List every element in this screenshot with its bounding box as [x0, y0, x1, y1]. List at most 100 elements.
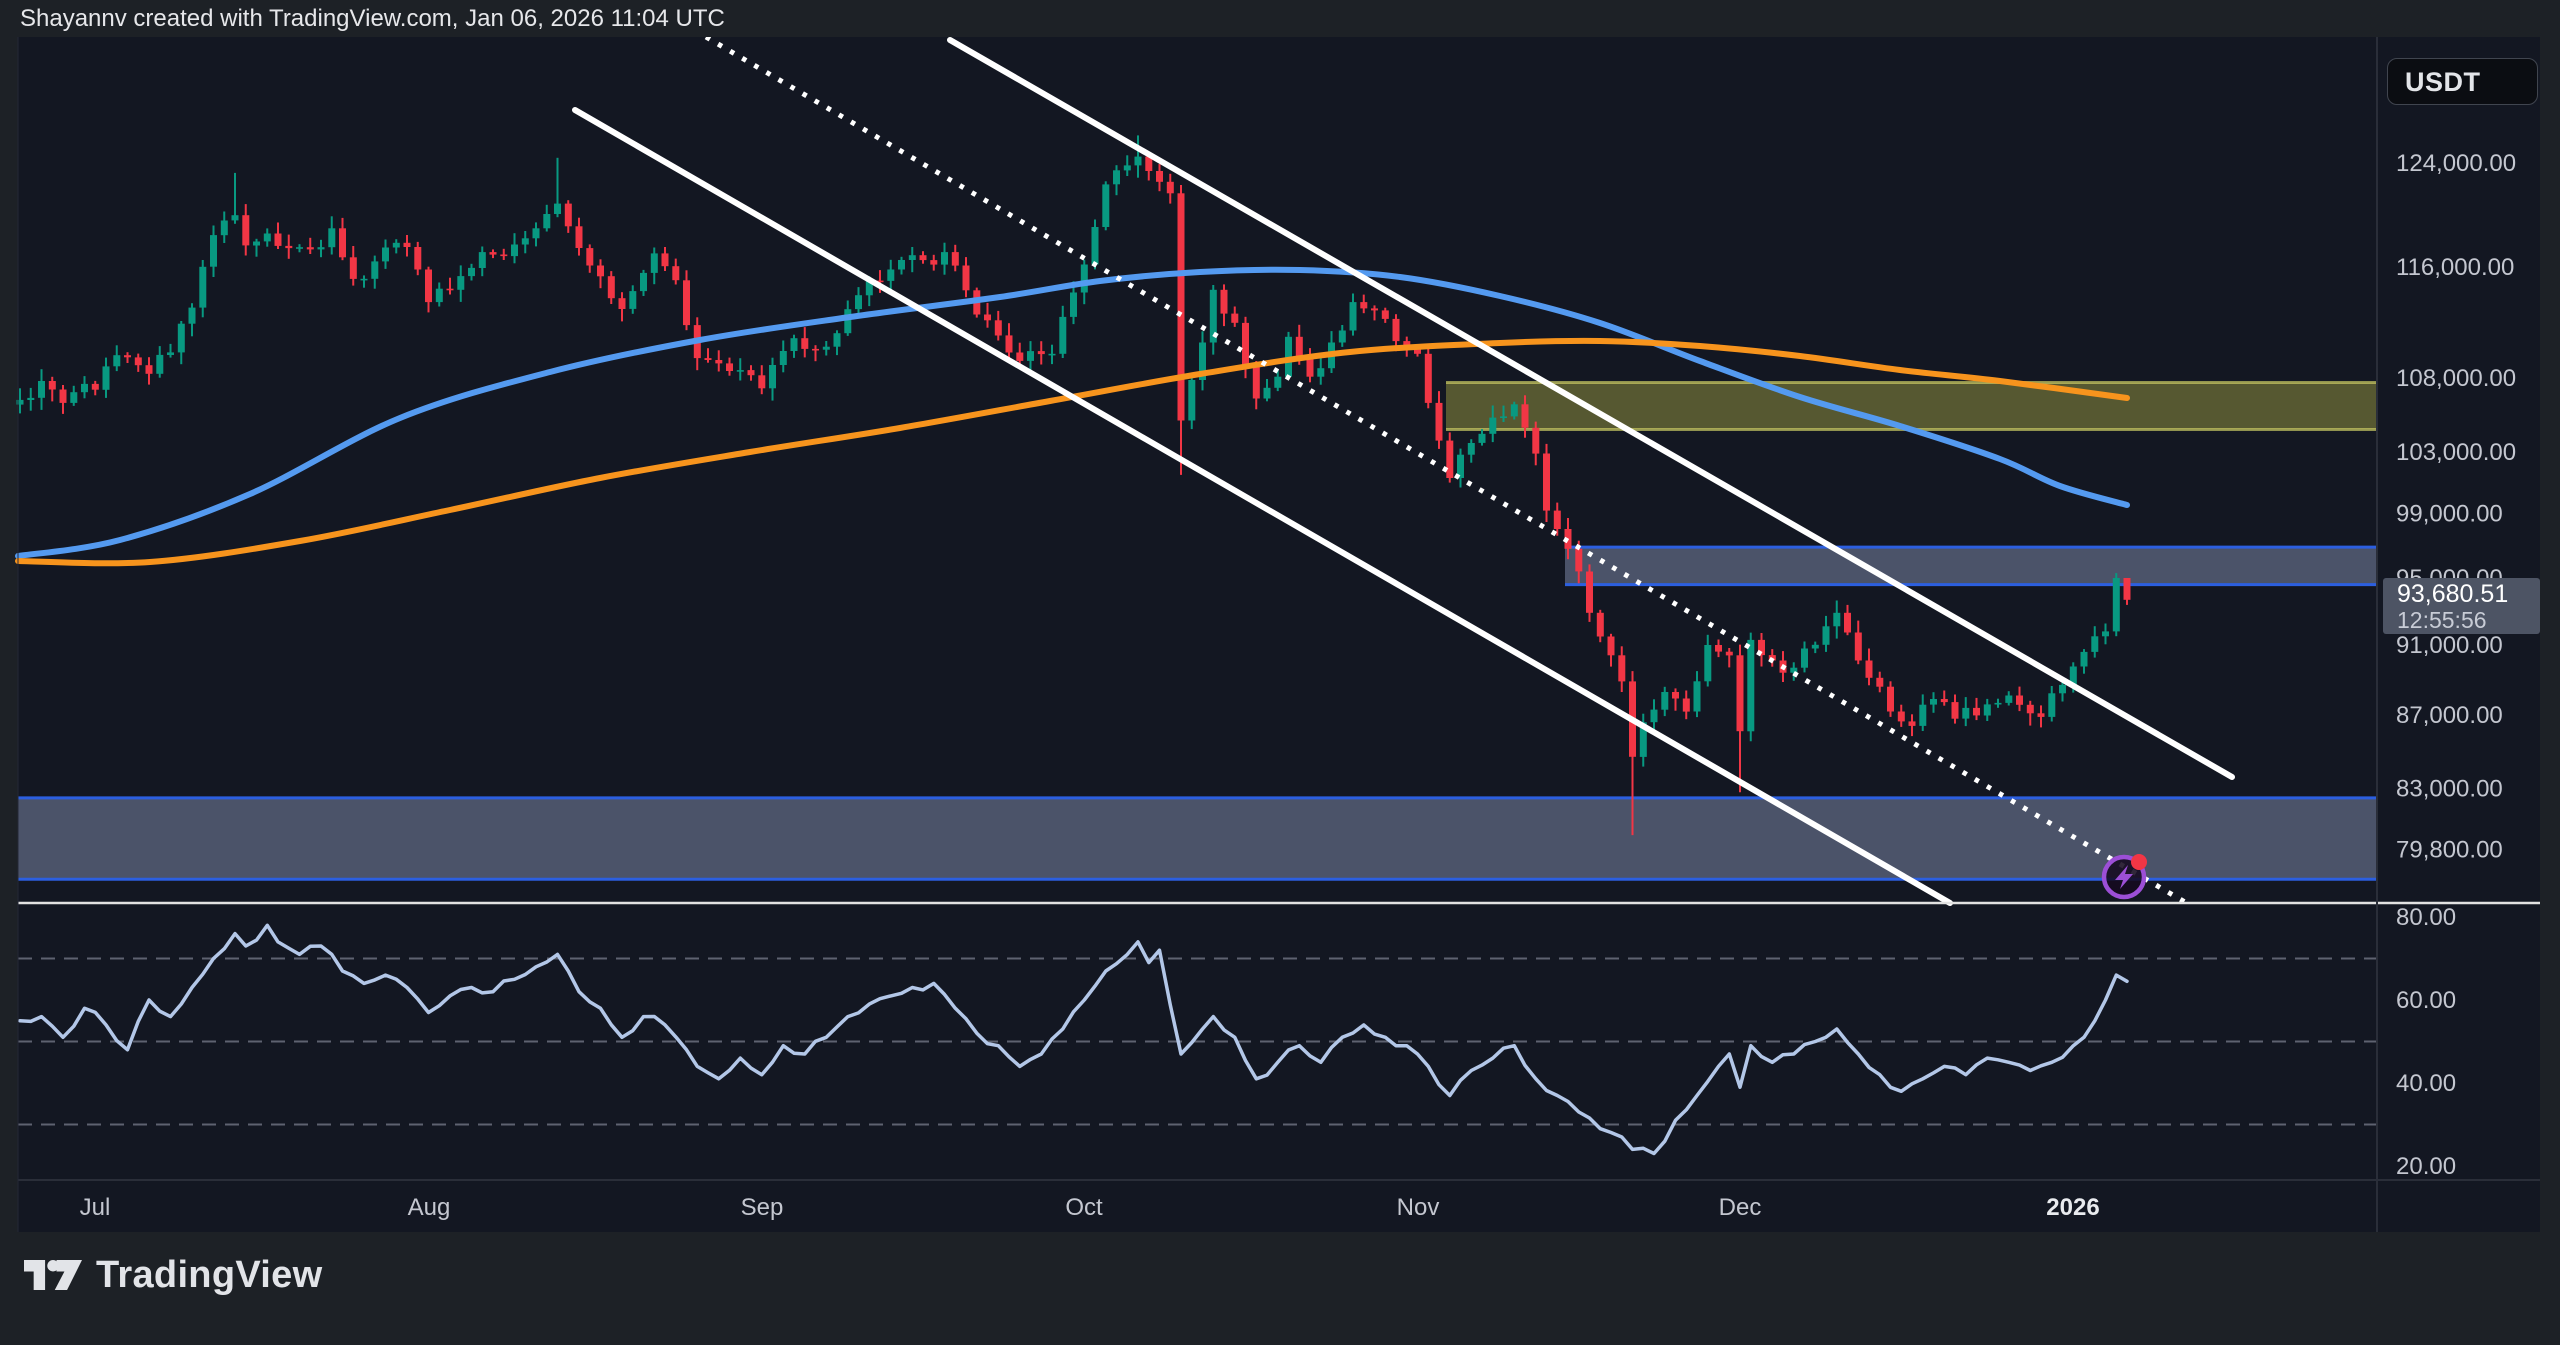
- candle-body: [489, 252, 497, 255]
- candle-body: [532, 228, 540, 239]
- candle-body: [1908, 721, 1916, 726]
- candle-body: [554, 203, 561, 214]
- candle-body: [801, 338, 809, 349]
- price-axis-label: 87,000.00: [2396, 702, 2503, 729]
- candle-body: [38, 381, 45, 398]
- time-axis-label: Aug: [408, 1194, 451, 1221]
- tradingview-watermark: TradingView: [24, 1253, 322, 1297]
- candle-body: [1091, 227, 1099, 265]
- candle-body: [2102, 631, 2109, 637]
- candle-body: [511, 244, 518, 257]
- lightning-bolt-glyph: [2115, 865, 2133, 889]
- candle-body: [1113, 170, 1120, 185]
- candle-body: [1865, 660, 1873, 678]
- candle-body: [1059, 316, 1067, 354]
- candle-body: [199, 266, 207, 308]
- candle-body: [1274, 376, 1282, 388]
- candle-body: [1188, 380, 1196, 421]
- candle-body: [242, 215, 250, 246]
- chart-footer-bar: TradingView: [0, 1233, 2560, 1345]
- candle-body: [1231, 313, 1239, 323]
- candle-body: [887, 269, 895, 281]
- candle-body: [124, 355, 131, 358]
- last-price-value: 93,680.51: [2397, 580, 2509, 608]
- price-axis-label: 103,000.00: [2396, 439, 2516, 466]
- candle-body: [1500, 416, 1507, 418]
- candle-body: [1467, 443, 1475, 455]
- candle-body: [672, 266, 680, 281]
- price-axis-label: 79,800.00: [2396, 837, 2503, 864]
- candle-body: [1360, 302, 1368, 309]
- candle-body: [1553, 510, 1561, 529]
- price-axis-label: 83,000.00: [2396, 775, 2503, 802]
- candle-body: [1704, 645, 1712, 682]
- candle-body: [1672, 692, 1679, 699]
- candle-body: [328, 228, 336, 248]
- candle-body: [930, 260, 938, 265]
- candle-body: [156, 354, 164, 374]
- marker-alert-dot: [2131, 854, 2147, 870]
- candle-body: [2080, 651, 2088, 667]
- candle-body: [1844, 612, 1851, 633]
- candle-body: [27, 397, 35, 400]
- candle-body: [640, 272, 647, 292]
- candle-body: [70, 392, 78, 403]
- candle-body: [1306, 358, 1314, 377]
- candle-body: [1102, 184, 1110, 227]
- candle-body: [220, 220, 228, 236]
- candle-body: [1822, 626, 1830, 645]
- candle-body: [1166, 181, 1174, 194]
- candle-body: [1371, 308, 1378, 311]
- candle-body: [1263, 387, 1271, 399]
- resistance-zone-blue: [1565, 547, 2377, 585]
- candle-body: [1156, 171, 1163, 182]
- candle-body: [521, 238, 529, 245]
- candle-body: [1027, 351, 1034, 361]
- rsi-axis-label: 40.00: [2396, 1070, 2456, 1097]
- candle-body: [1220, 289, 1228, 314]
- candle-body: [941, 252, 948, 265]
- candle-body: [2069, 666, 2077, 685]
- candle-body: [629, 291, 637, 309]
- tradingview-logo-text: TradingView: [96, 1253, 323, 1296]
- rsi-axis-label: 20.00: [2396, 1153, 2456, 1180]
- candle-body: [661, 253, 669, 267]
- candle-body: [371, 261, 379, 279]
- candle-body: [188, 307, 196, 324]
- support-zone-blue: [18, 797, 2377, 880]
- candle-body: [1489, 417, 1497, 434]
- rsi-axis-label: 60.00: [2396, 987, 2456, 1014]
- candle-body: [1790, 667, 1798, 673]
- candle-body: [1338, 330, 1346, 343]
- price-axis-label: 124,000.00: [2396, 150, 2516, 177]
- candle-body: [253, 241, 260, 246]
- candle-body: [1037, 351, 1045, 355]
- candle-body: [1715, 645, 1722, 652]
- candle-body: [951, 252, 959, 266]
- time-axis-label: Oct: [1065, 1194, 1103, 1221]
- candle-body: [564, 203, 572, 227]
- time-axis-label: Nov: [1397, 1194, 1440, 1221]
- candle-body: [704, 358, 712, 360]
- candle-body: [1005, 335, 1013, 353]
- candle-body: [790, 338, 798, 351]
- chart-attribution: Shayannv created with TradingView.com, J…: [20, 5, 725, 32]
- candle-body: [865, 280, 873, 296]
- time-axis[interactable]: [18, 1180, 2540, 1232]
- candle-body: [468, 267, 475, 277]
- candle-body: [2016, 695, 2023, 705]
- candle-body: [1177, 193, 1185, 421]
- candle-body: [1295, 336, 1303, 359]
- sma-fast-blue-line: [15, 266, 2130, 559]
- candle-body: [1424, 353, 1432, 403]
- channel-line-upper[interactable]: [947, 37, 2235, 780]
- candle-body: [994, 320, 1002, 336]
- candle-body: [1876, 677, 1884, 687]
- candle-body: [833, 333, 841, 347]
- candle-body: [1521, 404, 1529, 428]
- channel-line-lower[interactable]: [572, 107, 1953, 906]
- time-axis-label: Jul: [80, 1194, 111, 1221]
- price-axis-label: 108,000.00: [2396, 365, 2516, 392]
- candle-body: [2037, 713, 2045, 717]
